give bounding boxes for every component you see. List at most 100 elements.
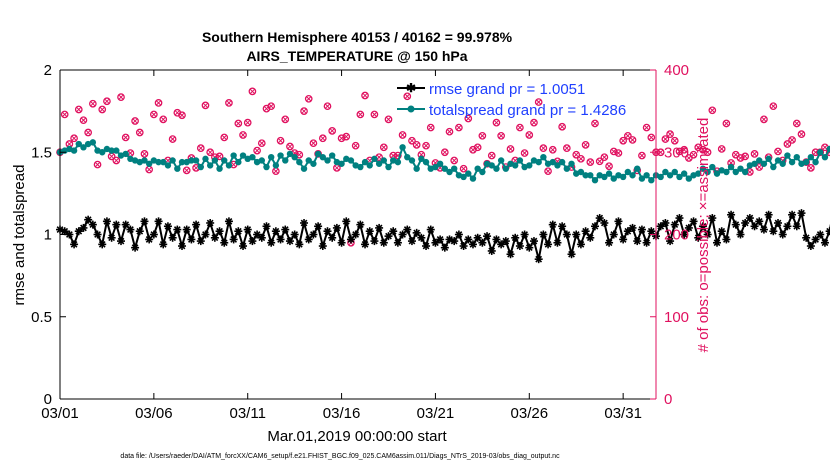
y-tick-label: 2	[44, 62, 52, 79]
rmse-point	[178, 242, 187, 251]
totalspread-point	[624, 168, 632, 176]
obs-count-marker	[562, 144, 571, 152]
obs-count-marker	[534, 98, 543, 106]
rmse-point	[633, 237, 642, 246]
obs-count-marker	[595, 157, 604, 166]
totalspread-point	[263, 163, 270, 171]
totalspread-point	[821, 153, 829, 161]
rmse-point	[384, 232, 393, 241]
rmse-point	[698, 222, 707, 231]
rmse-point	[117, 237, 126, 246]
totalspread-point	[713, 170, 721, 177]
totalspread-point	[488, 162, 495, 169]
obs-count-marker	[89, 99, 97, 108]
obs-count-marker	[257, 139, 266, 148]
rmse-point	[417, 233, 426, 242]
rmse-point	[567, 250, 576, 259]
totalspread-point	[451, 165, 458, 172]
rmse-point	[619, 235, 628, 244]
totalspread-point	[235, 158, 242, 166]
obs-count-marker	[131, 117, 139, 125]
totalspread-point	[634, 165, 641, 172]
totalspread-point	[178, 158, 186, 166]
rmse-point	[351, 230, 360, 239]
totalspread-point	[432, 163, 439, 171]
rmse-point	[370, 237, 379, 246]
totalspread-point	[497, 157, 505, 164]
totalspread-point	[807, 153, 815, 161]
rmse-point	[820, 238, 829, 247]
rmse-point	[722, 235, 731, 244]
x-axis-label: Mar.01,2019 00:00:00 start	[267, 428, 447, 445]
rmse-point	[163, 222, 172, 231]
obs-count-marker	[708, 106, 717, 115]
obs-count-marker	[234, 119, 243, 128]
x-tick-label: 03/06	[135, 405, 173, 422]
rmse-point	[525, 243, 534, 252]
rmse-point	[267, 238, 276, 247]
rmse-point	[520, 230, 529, 239]
obs-count-marker	[300, 107, 308, 115]
x-tick-label: 03/16	[323, 405, 361, 422]
rmse-point	[797, 209, 806, 218]
obs-count-marker	[304, 94, 313, 103]
totalspread-point	[446, 168, 453, 176]
totalspread-point	[225, 162, 233, 169]
totalspread-point	[385, 163, 392, 171]
obs-count-marker	[774, 147, 782, 156]
rmse-point	[454, 230, 463, 239]
y-tick-label: 1.5	[31, 144, 52, 161]
rmse-point	[173, 225, 182, 234]
obs-count-marker	[281, 115, 290, 124]
obs-count-marker	[445, 127, 454, 136]
totalspread-point	[249, 153, 256, 161]
rmse-point	[694, 233, 703, 242]
obs-count-marker	[520, 149, 529, 157]
totalspread-point	[474, 165, 481, 172]
rmse-point	[708, 214, 717, 223]
rmse-point	[689, 217, 698, 226]
totalspread-point	[188, 157, 195, 164]
obs-count-marker	[412, 140, 421, 149]
rmse-point	[332, 223, 341, 232]
rmse-point	[149, 230, 158, 239]
rmse-point	[473, 233, 482, 242]
totalspread-point	[577, 168, 585, 176]
x-tick-label: 03/11	[229, 405, 265, 422]
totalspread-point	[558, 158, 566, 166]
obs-count-marker	[140, 150, 149, 158]
obs-count-marker	[487, 151, 496, 160]
rmse-point	[727, 210, 736, 219]
obs-count-marker	[370, 110, 379, 119]
rmse-point	[346, 235, 355, 244]
obs-count-marker	[717, 145, 726, 153]
rmse-point	[135, 227, 144, 236]
rmse-point	[506, 250, 515, 259]
rmse-point	[558, 222, 567, 231]
y-right-tick-label: 200	[664, 227, 689, 244]
totalspread-point	[89, 139, 97, 146]
legend-totalspread-label: totalspread grand pr = 1.4286	[429, 102, 626, 119]
totalspread-point	[619, 173, 627, 181]
rmse-point	[825, 227, 830, 236]
rmse-point	[224, 217, 233, 226]
rmse-point	[168, 233, 177, 242]
obs-count-marker	[182, 166, 191, 175]
rmse-point	[515, 242, 524, 251]
obs-count-marker	[351, 141, 360, 150]
rmse-point	[468, 240, 477, 249]
totalspread-point	[277, 152, 284, 159]
rmse-point	[816, 230, 825, 239]
rmse-point	[755, 217, 764, 226]
obs-count-marker	[680, 145, 689, 154]
rmse-point	[637, 225, 646, 234]
rmse-point	[741, 218, 750, 227]
obs-count-marker	[398, 131, 407, 139]
rmse-point	[745, 214, 754, 223]
obs-count-marker	[98, 105, 107, 114]
obs-count-marker	[783, 140, 792, 148]
x-tick-label: 03/31	[604, 405, 642, 422]
rmse-point	[403, 225, 412, 234]
rmse-point	[107, 233, 116, 242]
obs-count-marker	[516, 123, 524, 132]
